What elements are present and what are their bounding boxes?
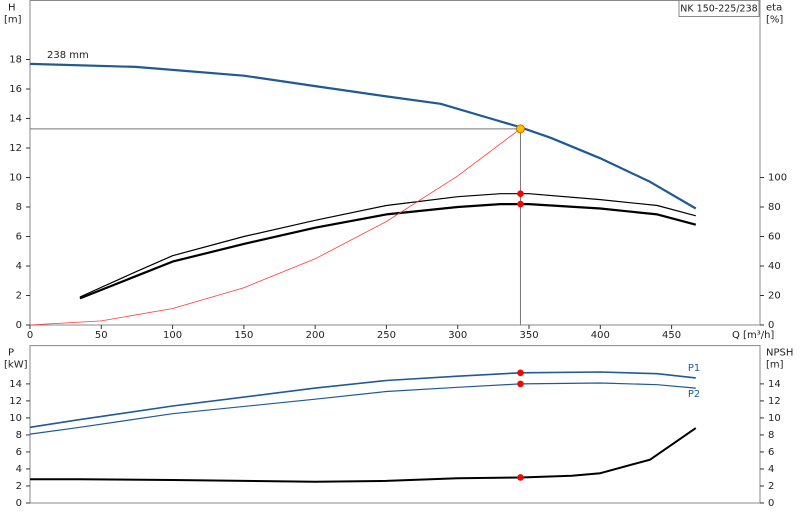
x-tick-label: 400 — [591, 330, 610, 341]
y2-tick-label: 20 — [768, 291, 781, 302]
y-tick-label: 6 — [16, 232, 22, 243]
y2-tick-label: 6 — [768, 447, 774, 458]
plot-frame — [29, 345, 761, 504]
y-axis-unit: [kW] — [4, 360, 28, 371]
y2-tick-label: 12 — [768, 396, 781, 407]
y-tick-label: 10 — [9, 173, 22, 184]
y-tick-label: 0 — [16, 320, 22, 331]
chart-title: NK 150-225/238 — [680, 4, 757, 15]
x-tick-label: 450 — [662, 330, 681, 341]
y-tick-label: 12 — [9, 143, 22, 154]
x-tick-label: 150 — [234, 330, 253, 341]
y2-axis-label: eta — [766, 3, 782, 14]
y2-tick-label: 2 — [768, 481, 774, 492]
y-tick-label: 8 — [16, 430, 22, 441]
series-line — [79, 193, 696, 298]
series-line — [29, 128, 521, 326]
x-tick-label: 250 — [377, 330, 396, 341]
x-tick-label: 100 — [163, 330, 182, 341]
y-tick-label: 12 — [9, 396, 22, 407]
y2-axis-label: NPSH — [766, 348, 793, 359]
y-tick-label: 0 — [16, 498, 22, 509]
series-label: P1 — [688, 363, 700, 374]
x-tick-label: 50 — [95, 330, 108, 341]
y2-tick-label: 10 — [768, 413, 781, 424]
y-tick-label: 14 — [9, 114, 22, 125]
y-tick-label: 14 — [9, 379, 22, 390]
x-tick-label: 0 — [27, 330, 33, 341]
x-tick-label: 350 — [519, 330, 538, 341]
y-tick-label: 8 — [16, 202, 22, 213]
x-tick-label: 200 — [306, 330, 325, 341]
series-line — [29, 382, 696, 435]
y2-tick-label: 40 — [768, 261, 781, 272]
y2-tick-label: 4 — [768, 464, 774, 475]
operating-marker — [517, 474, 524, 481]
y2-tick-label: 14 — [768, 379, 781, 390]
y2-tick-label: 0 — [768, 320, 774, 331]
series-label: 238 mm — [47, 50, 89, 61]
title-box — [678, 0, 760, 17]
series-line — [29, 371, 696, 429]
y-axis-label: P — [8, 348, 14, 359]
operating-marker — [517, 380, 524, 388]
y-tick-label: 16 — [9, 84, 22, 95]
y-tick-label: 6 — [16, 447, 22, 458]
series-label: P2 — [688, 389, 700, 400]
y-tick-label: 10 — [9, 413, 22, 424]
duty-point — [515, 124, 525, 134]
y2-tick-label: 8 — [768, 430, 774, 441]
series-line — [79, 203, 697, 300]
operating-marker — [517, 200, 524, 208]
y-tick-label: 4 — [16, 464, 22, 475]
y2-tick-label: 0 — [768, 498, 774, 509]
y-tick-label: 2 — [16, 481, 22, 492]
y-tick-label: 4 — [16, 261, 22, 272]
y-axis-unit: [m] — [4, 15, 22, 26]
x-tick-label: 300 — [448, 330, 467, 341]
y-tick-label: 2 — [16, 291, 22, 302]
y2-axis-unit: [%] — [766, 15, 783, 26]
y2-tick-label: 80 — [768, 202, 781, 213]
y2-tick-label: 100 — [768, 173, 787, 184]
y-axis-label: H — [8, 3, 16, 14]
y-tick-label: 18 — [9, 55, 22, 66]
x-axis-label: Q [m³/h] — [732, 330, 774, 341]
y2-axis-unit: [m] — [766, 360, 784, 371]
y2-tick-label: 60 — [768, 232, 781, 243]
series-line — [29, 62, 697, 210]
plot-frame — [29, 0, 761, 326]
series-line — [30, 427, 697, 483]
operating-marker — [517, 369, 524, 377]
operating-marker — [517, 190, 524, 198]
